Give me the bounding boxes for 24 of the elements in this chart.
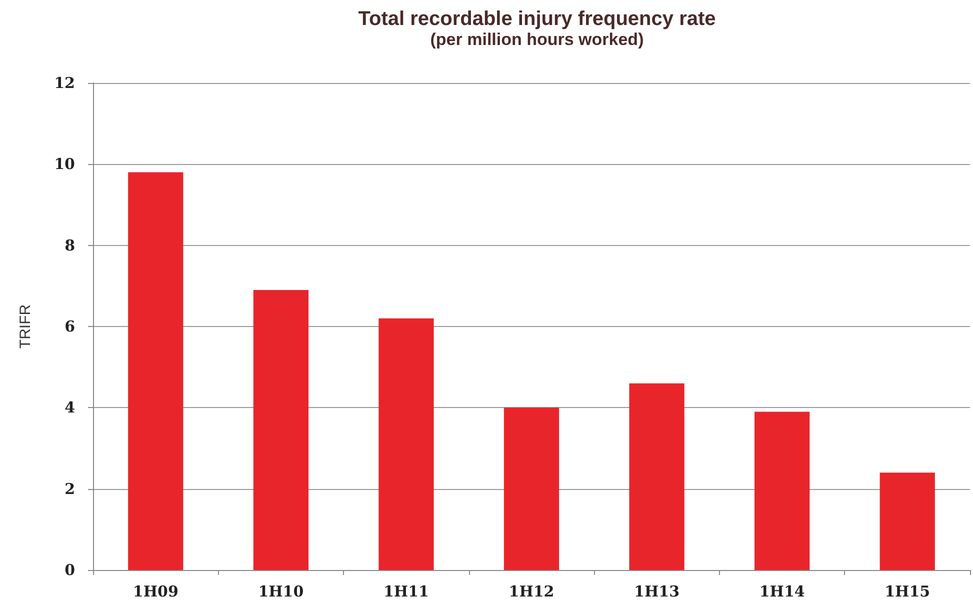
bar [504, 408, 560, 570]
y-tick-label: 8 [64, 236, 75, 254]
chart-subtitle: (per million hours worked) [430, 30, 644, 49]
y-tick-label: 2 [64, 480, 75, 498]
y-tick-label: 6 [64, 318, 75, 336]
bar [880, 472, 935, 570]
bar [253, 290, 308, 570]
bar [378, 318, 434, 570]
x-tick-label: 1H13 [634, 582, 680, 600]
bar [629, 383, 684, 570]
bar [128, 172, 184, 570]
y-tick-label: 12 [54, 74, 75, 92]
x-tick-label: 1H15 [884, 582, 930, 600]
y-tick-label: 0 [64, 561, 75, 579]
bar [754, 412, 810, 570]
x-tick-label: 1H14 [759, 582, 805, 600]
chart-title: Total recordable injury frequency rate [358, 8, 716, 30]
x-tick-label: 1H10 [258, 582, 304, 600]
x-tick-label: 1H11 [383, 582, 429, 600]
y-tick-label: 10 [54, 155, 75, 174]
y-axis-title: TRIFR [17, 304, 34, 349]
y-tick-label: 4 [64, 398, 75, 417]
x-tick-label: 1H12 [508, 582, 554, 600]
x-tick-label: 1H09 [132, 582, 178, 600]
